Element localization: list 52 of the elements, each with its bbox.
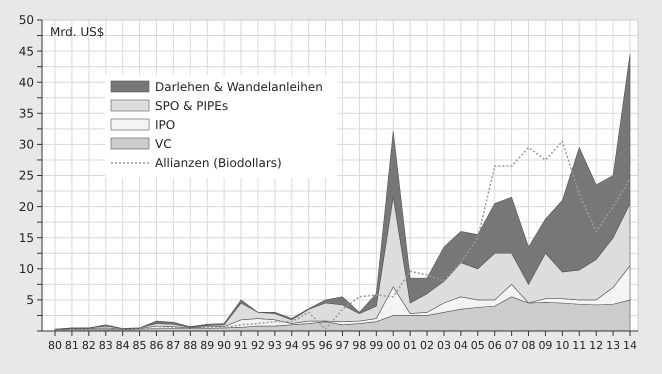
x-tick-label: 96 [318,339,333,352]
x-tick-label: 13 [606,339,620,352]
x-tick-label: 00 [386,339,400,352]
legend-label: SPO & PIPEs [155,99,228,114]
y-tick-label: 30 [18,138,34,152]
x-tick-label: 10 [555,339,570,352]
x-tick-label: 91 [234,339,248,352]
x-tick-label: 09 [538,339,552,352]
y-tick-label: 40 [18,75,34,90]
x-tick-label: 94 [284,339,299,352]
x-tick-label: 08 [522,339,536,352]
legend-label: Allianzen (Biodollars) [155,156,282,170]
x-tick-label: 82 [82,339,96,352]
x-tick-label: 80 [48,339,62,352]
x-tick-label: 98 [352,339,366,352]
x-tick-label: 99 [369,339,384,352]
x-tick-label: 95 [302,339,316,352]
x-tick-label: 83 [98,339,113,352]
x-tick-label: 81 [64,339,79,352]
x-tick-label: 05 [470,339,485,352]
y-tick-label: 20 [18,200,34,214]
x-tick-label: 92 [250,339,265,352]
x-tick-label: 14 [623,339,637,352]
x-tick-label: 86 [149,339,164,352]
x-tick-label: 12 [589,339,604,352]
x-tick-label: 87 [166,339,180,352]
x-tick-label: 89 [200,339,214,352]
x-tick-label: 01 [403,339,418,352]
y-tick-label: 10 [18,262,34,276]
x-tick-label: 85 [132,339,147,352]
legend-label: Darlehen & Wandelanleihen [155,80,323,94]
y-axis-title: Mrd. US$ [50,25,104,39]
y-tick-label: 45 [18,44,34,58]
x-tick-label: 97 [336,339,350,352]
x-tick-label: 84 [116,339,130,352]
x-tick-label: 88 [183,339,198,352]
x-tick-label: 03 [436,339,451,352]
y-tick-label: 35 [18,106,34,120]
x-tick-label: 90 [217,339,232,352]
line-series [54,140,631,332]
y-tick-label: 5 [26,293,34,308]
x-tick-label: 04 [454,339,468,352]
x-tick-label: 02 [420,339,434,352]
x-tick-label: 06 [488,339,502,352]
x-tick-label: 07 [504,339,519,352]
legend-label: VC [155,137,172,152]
x-tick-label: 93 [268,339,282,352]
y-tick-label: 50 [18,13,34,28]
y-tick-label: 15 [18,230,34,245]
legend-label: IPO [155,118,176,132]
x-tick-label: 11 [572,339,586,352]
y-tick-label: 25 [18,168,34,183]
